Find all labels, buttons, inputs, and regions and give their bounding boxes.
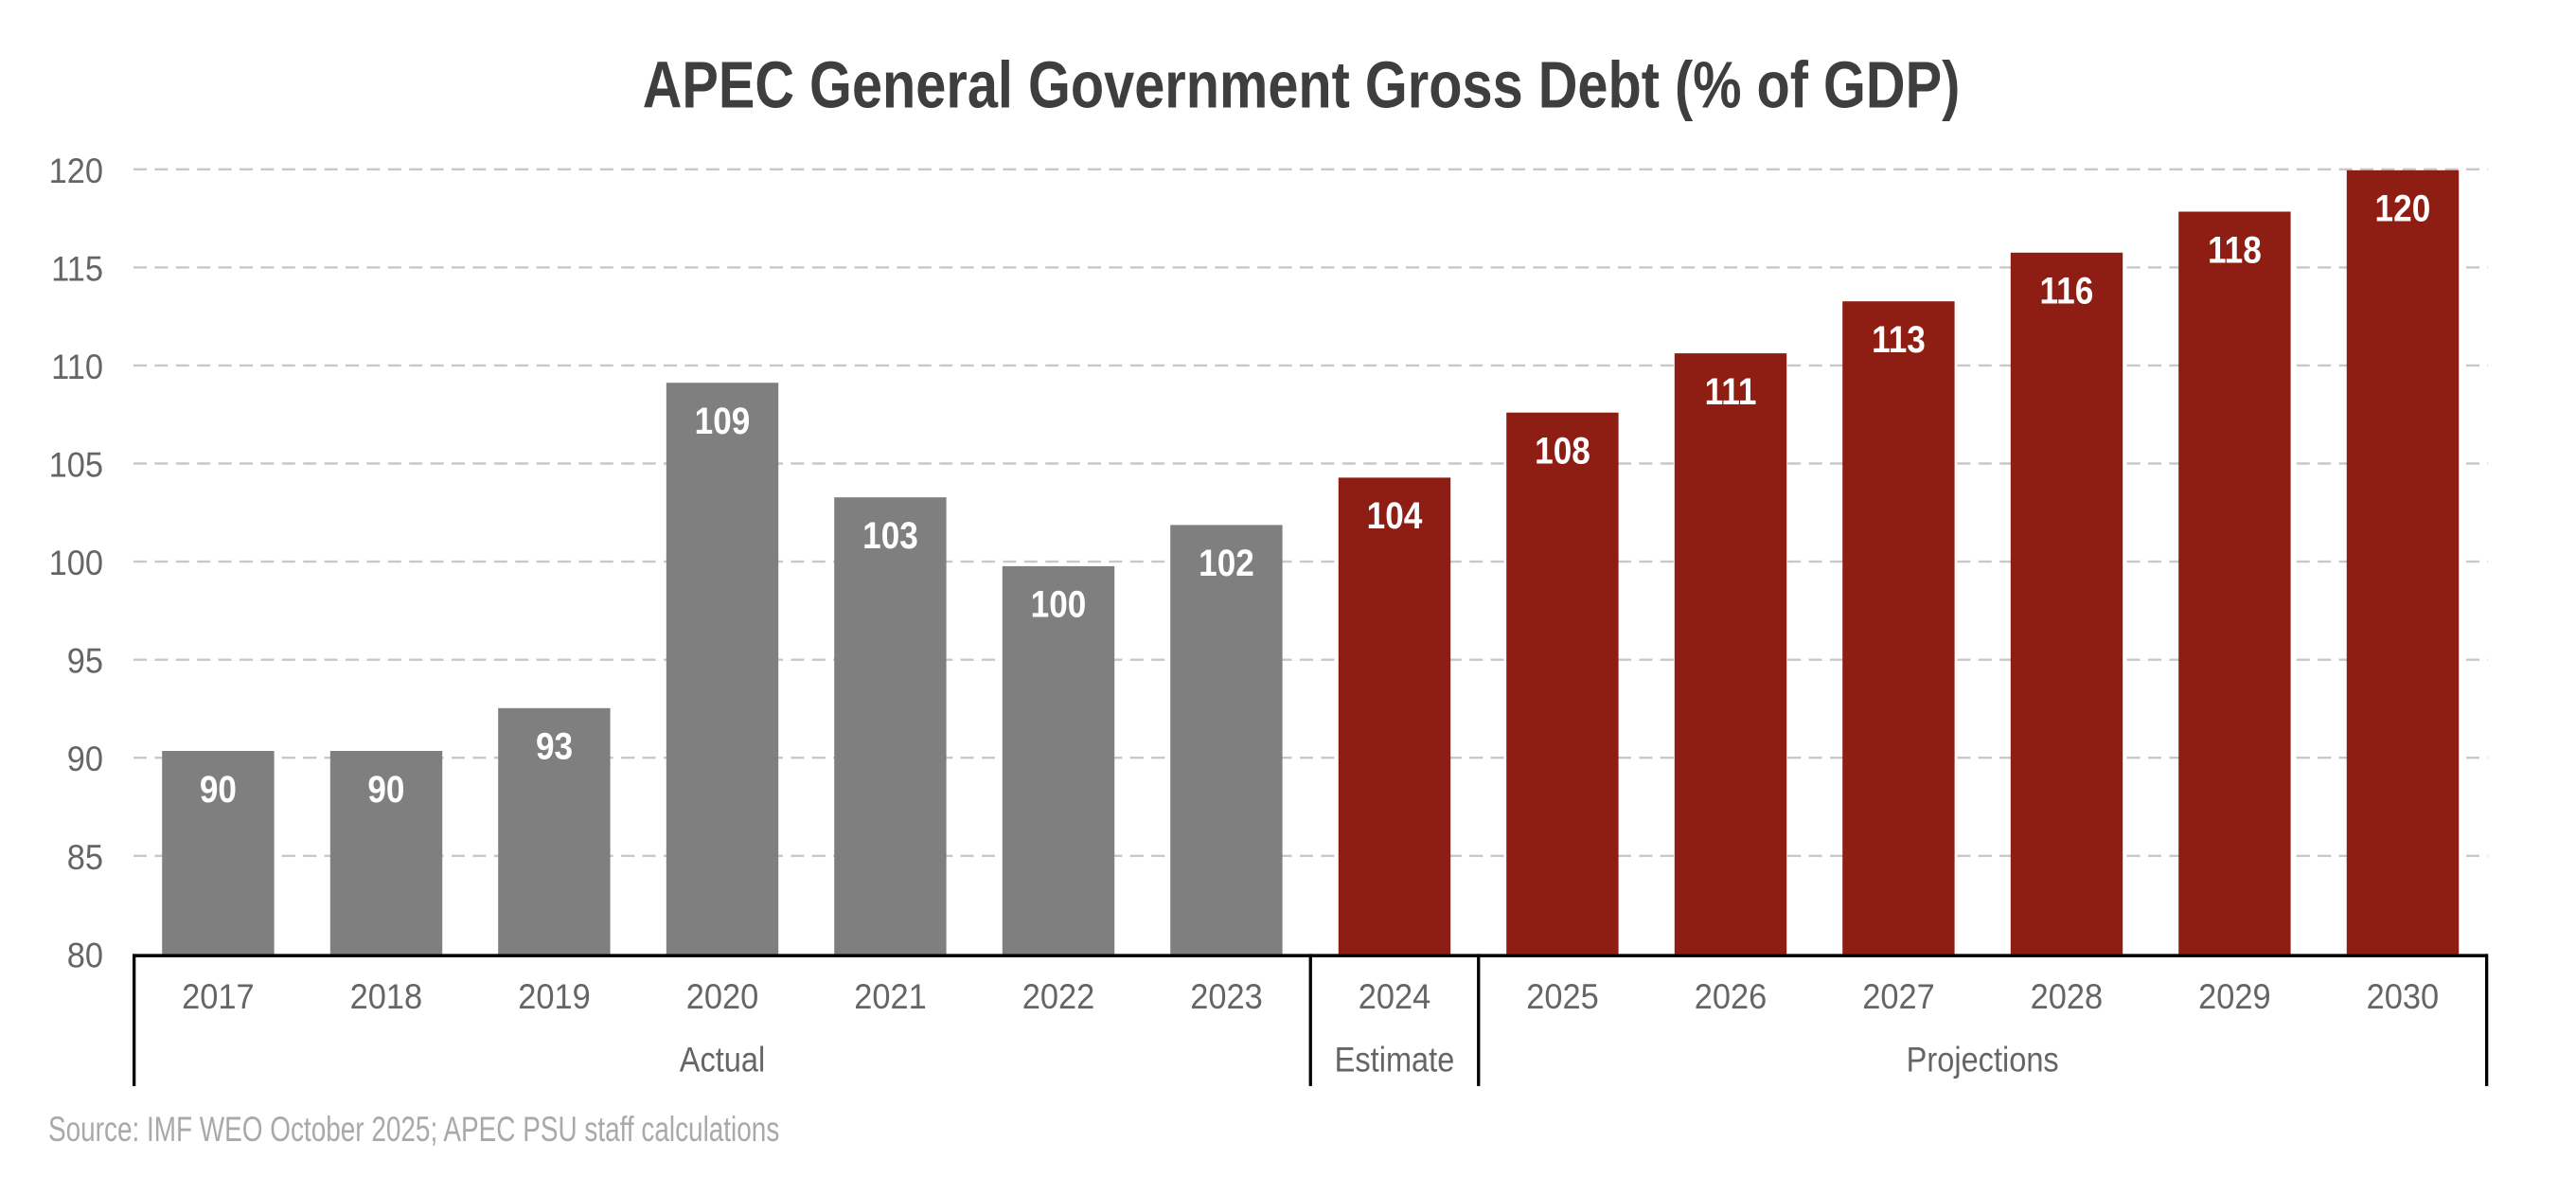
svg-text:2027: 2027: [1862, 977, 1935, 1016]
svg-text:85: 85: [67, 838, 103, 877]
svg-text:2030: 2030: [2367, 977, 2440, 1016]
svg-text:Estimate: Estimate: [1335, 1041, 1455, 1080]
svg-text:2025: 2025: [1526, 977, 1599, 1016]
svg-text:105: 105: [49, 445, 103, 484]
svg-text:120: 120: [49, 152, 103, 190]
svg-text:2020: 2020: [686, 977, 759, 1016]
svg-text:104: 104: [1367, 494, 1423, 537]
svg-text:93: 93: [536, 725, 573, 768]
svg-text:2018: 2018: [350, 977, 423, 1016]
svg-text:100: 100: [49, 544, 103, 582]
svg-text:2028: 2028: [2031, 977, 2104, 1016]
svg-text:2024: 2024: [1359, 977, 1431, 1016]
svg-text:90: 90: [67, 740, 103, 778]
svg-text:110: 110: [51, 348, 103, 386]
svg-text:Source: IMF WEO October 2025;: Source: IMF WEO October 2025; APEC PSU s…: [48, 1109, 779, 1149]
svg-text:113: 113: [1872, 318, 1926, 361]
svg-text:102: 102: [1199, 542, 1254, 584]
svg-text:90: 90: [200, 768, 237, 811]
svg-text:103: 103: [862, 514, 918, 557]
svg-text:2017: 2017: [182, 977, 255, 1016]
svg-text:111: 111: [1705, 370, 1757, 413]
svg-text:2022: 2022: [1022, 977, 1095, 1016]
svg-text:Actual: Actual: [680, 1041, 765, 1080]
svg-text:2029: 2029: [2198, 977, 2271, 1016]
svg-text:109: 109: [695, 400, 751, 442]
svg-text:Projections: Projections: [1907, 1041, 2059, 1080]
svg-text:100: 100: [1031, 583, 1087, 626]
svg-text:118: 118: [2208, 228, 2262, 271]
svg-text:2019: 2019: [518, 977, 591, 1016]
svg-text:80: 80: [67, 936, 103, 974]
svg-text:120: 120: [2375, 187, 2431, 230]
svg-text:116: 116: [2040, 270, 2094, 312]
svg-text:2023: 2023: [1190, 977, 1263, 1016]
svg-text:APEC General Government Gross: APEC General Government Gross Debt (% of…: [643, 47, 1961, 122]
svg-text:108: 108: [1535, 429, 1590, 472]
svg-text:95: 95: [67, 642, 103, 681]
svg-text:2026: 2026: [1695, 977, 1768, 1016]
svg-text:90: 90: [367, 768, 404, 811]
svg-text:115: 115: [51, 249, 103, 288]
svg-text:2021: 2021: [854, 977, 927, 1016]
